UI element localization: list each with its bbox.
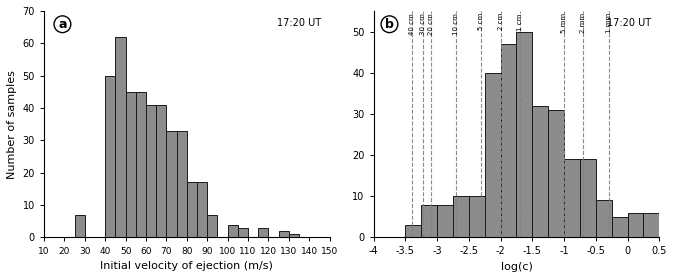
Bar bbox=[228, 225, 238, 237]
Bar bbox=[644, 213, 659, 237]
Bar bbox=[135, 92, 146, 237]
Text: b: b bbox=[385, 18, 394, 31]
Bar bbox=[548, 110, 564, 237]
Bar bbox=[501, 44, 516, 237]
Bar bbox=[258, 228, 268, 237]
Y-axis label: Number of samples: Number of samples bbox=[7, 70, 17, 179]
Bar bbox=[146, 105, 156, 237]
Bar bbox=[405, 225, 421, 237]
Bar bbox=[453, 196, 469, 237]
Bar bbox=[627, 213, 644, 237]
Bar bbox=[437, 205, 453, 237]
Bar bbox=[75, 215, 85, 237]
Bar bbox=[421, 205, 437, 237]
Text: 5 cm: 5 cm bbox=[479, 13, 485, 30]
X-axis label: log(c): log(c) bbox=[501, 262, 532, 272]
Bar bbox=[485, 73, 501, 237]
Text: 10 cm: 10 cm bbox=[453, 13, 459, 35]
Bar bbox=[177, 131, 187, 237]
Bar bbox=[105, 76, 115, 237]
Bar bbox=[156, 105, 166, 237]
Bar bbox=[166, 131, 177, 237]
Bar bbox=[207, 215, 218, 237]
Text: 1 mm: 1 mm bbox=[605, 13, 611, 33]
Bar bbox=[115, 37, 125, 237]
Bar bbox=[187, 182, 197, 237]
Text: 2 mm: 2 mm bbox=[580, 13, 586, 33]
Bar bbox=[580, 159, 596, 237]
Bar bbox=[197, 182, 207, 237]
Text: 2 cm: 2 cm bbox=[497, 13, 503, 30]
Text: 30 cm: 30 cm bbox=[420, 13, 426, 35]
X-axis label: Initial velocity of ejection (m/s): Initial velocity of ejection (m/s) bbox=[100, 261, 273, 271]
Text: 1 cm: 1 cm bbox=[517, 13, 523, 31]
Bar bbox=[564, 159, 580, 237]
Bar bbox=[596, 200, 612, 237]
Bar bbox=[612, 217, 627, 237]
Bar bbox=[532, 106, 548, 237]
Text: 20 cm: 20 cm bbox=[428, 13, 434, 35]
Bar bbox=[125, 92, 135, 237]
Text: 5 mm: 5 mm bbox=[561, 13, 567, 33]
Text: 17:20 UT: 17:20 UT bbox=[607, 18, 651, 28]
Bar bbox=[278, 231, 289, 237]
Text: a: a bbox=[58, 18, 67, 31]
Text: 17:20 UT: 17:20 UT bbox=[277, 18, 321, 28]
Text: 40 cm: 40 cm bbox=[409, 13, 415, 35]
Bar bbox=[516, 32, 532, 237]
Bar bbox=[289, 234, 299, 237]
Bar bbox=[469, 196, 485, 237]
Bar bbox=[238, 228, 248, 237]
